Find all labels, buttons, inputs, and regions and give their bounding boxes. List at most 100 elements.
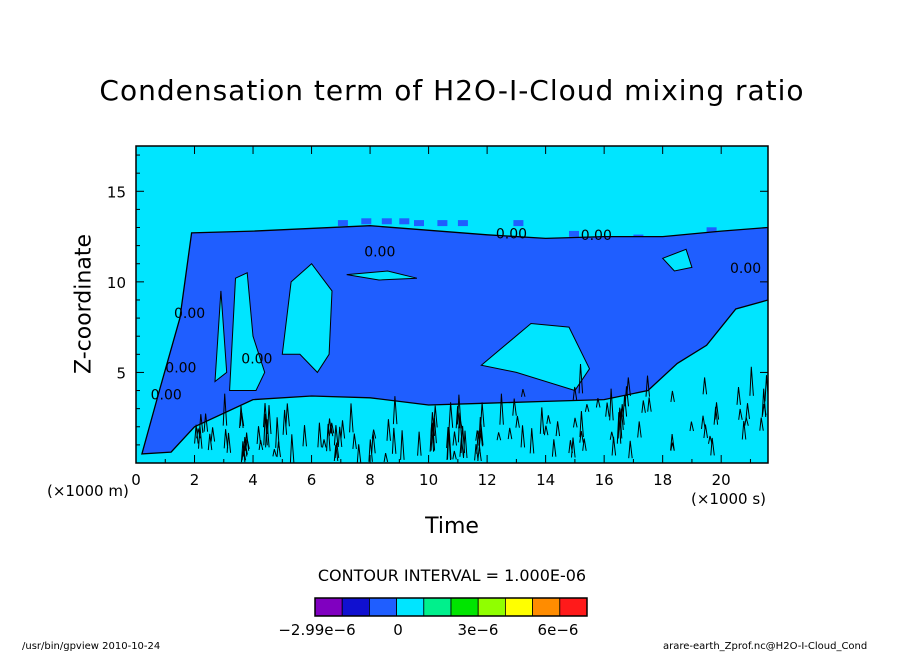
noise-contour	[582, 438, 587, 451]
noise-contour	[334, 442, 340, 459]
noise-contour	[207, 433, 213, 451]
noise-contour	[245, 439, 250, 450]
noise-contour	[448, 402, 454, 428]
dark-patch-8	[569, 230, 579, 237]
noise-contour	[622, 395, 628, 417]
y-axis-label: Z-coordinate	[71, 234, 97, 374]
noise-contour	[745, 403, 750, 419]
zero-hole-4	[661, 248, 693, 272]
colorbar	[314, 597, 588, 617]
noise-contour	[457, 412, 463, 443]
noise-contour	[620, 404, 625, 425]
contour-lines	[141, 225, 768, 463]
zero-hole-1	[214, 290, 228, 383]
noise-contour	[282, 409, 288, 435]
noise-contour	[333, 425, 339, 446]
noise-contour	[198, 414, 204, 433]
zero-hole-0	[229, 272, 266, 391]
noise-contour	[302, 425, 307, 447]
noise-contour	[605, 402, 610, 417]
noise-contour	[386, 419, 391, 441]
noise-contour	[479, 424, 484, 446]
noise-contour	[546, 415, 551, 424]
noise-contour	[714, 402, 720, 420]
noise-contour	[611, 436, 617, 456]
dark-patch-10	[706, 227, 717, 234]
noise-contour	[289, 434, 295, 463]
zero-hole-5	[346, 270, 418, 281]
x-tick-label: 20	[712, 471, 731, 489]
noise-contour	[430, 422, 436, 451]
footer-program: /usr/bin/gpview 2010-10-24	[22, 641, 161, 652]
noise-contour	[579, 431, 584, 443]
noise-contour	[417, 431, 422, 456]
noise-contour	[647, 397, 652, 412]
noise-contour	[223, 429, 229, 449]
footer-source: arare-earth_Zprof.nc@H2O-I-Cloud_Cond	[663, 641, 868, 652]
zero-hole-3	[480, 322, 591, 392]
noise-contour	[474, 444, 479, 461]
dark-patch-0	[337, 220, 348, 227]
noise-contour	[543, 425, 549, 436]
colorbar-swatch	[477, 597, 506, 617]
noise-contour	[689, 421, 694, 432]
noise-contour	[713, 406, 719, 425]
x-tick-label: 14	[536, 471, 555, 489]
noise-contour	[741, 421, 747, 440]
noise-contour	[507, 427, 513, 440]
noise-contour	[276, 441, 281, 458]
noise-contour	[267, 405, 272, 435]
dark-patch-3	[399, 218, 410, 225]
noise-contour	[749, 366, 754, 396]
noise-contour	[515, 415, 520, 428]
dark-patch-9	[633, 234, 644, 241]
colorbar-swatch	[314, 597, 343, 617]
noise-contour	[708, 435, 713, 444]
noise-contour	[272, 449, 277, 457]
x-tick-label: 4	[248, 471, 258, 489]
colorbar-label-zero: 0	[393, 621, 403, 639]
contour-labels: 0.00 0.00 0.00 0.00 0.00 0.00 0.00 0.00	[151, 226, 762, 403]
noise-contour	[196, 428, 201, 439]
noise-contour	[568, 440, 573, 454]
noise-contour	[670, 390, 675, 402]
noise-contour	[433, 405, 438, 428]
noise-contour	[628, 440, 633, 459]
noise-contour	[702, 377, 708, 395]
colorbar-label-6e-6: 6e−6	[537, 621, 579, 639]
x-axis-unit: (×1000 s)	[691, 490, 767, 508]
y-tick-label: 15	[107, 183, 126, 201]
noise-contour	[458, 418, 463, 429]
noise-contour	[616, 412, 622, 444]
noise-contour	[578, 363, 584, 394]
noise-contour	[275, 417, 280, 448]
noise-contour	[619, 408, 624, 430]
contour-label: 0.00	[364, 245, 395, 261]
noise-contour	[258, 439, 264, 451]
x-tick-label: 8	[365, 471, 375, 489]
noise-contour	[371, 429, 377, 439]
noise-contour	[609, 431, 615, 440]
contour-label: 0.00	[730, 261, 761, 277]
noise-contour	[551, 439, 557, 457]
contour-label: 0.00	[165, 360, 196, 376]
colorbar-frame	[314, 597, 588, 617]
noise-contour	[762, 404, 767, 416]
noise-contour	[572, 386, 578, 401]
contour-label: 0.00	[151, 388, 182, 404]
noise-contour	[203, 413, 209, 432]
noise-contour	[624, 386, 629, 407]
contour-label: 0.00	[241, 351, 272, 367]
dark-patch-6	[457, 220, 468, 227]
noise-contour	[368, 439, 373, 462]
noise-contour	[383, 452, 389, 463]
plot-frame	[135, 145, 769, 464]
zero-hole-2	[281, 262, 333, 374]
noise-contour	[736, 387, 741, 405]
colorbar-swatch	[368, 597, 397, 617]
noise-contour	[480, 402, 485, 427]
noise-contour	[265, 419, 270, 448]
dark-patch-4	[414, 220, 424, 227]
noise-contour	[573, 417, 578, 428]
